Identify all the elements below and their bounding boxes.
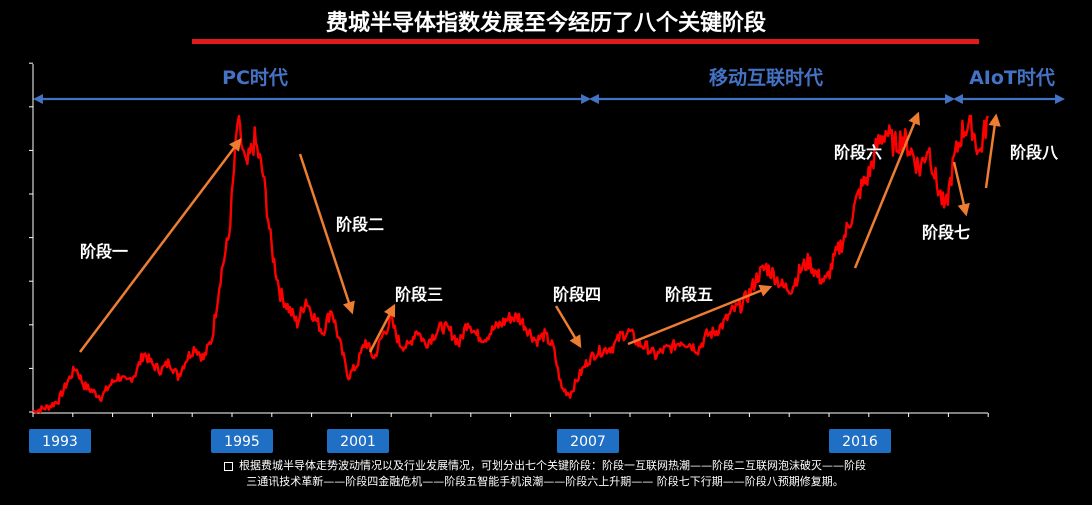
year-marker-2007: 2007	[557, 429, 619, 453]
year-marker-2007-label: 2007	[570, 434, 606, 450]
era-label-pc: PC时代	[222, 67, 288, 89]
footnote-line-2-text: 三通讯技术革新——阶段四金融危机——阶段五智能手机浪潮——阶段六上升期—— 阶段…	[246, 475, 844, 488]
phase-label-1: 阶段一	[80, 242, 128, 261]
phase-label-6: 阶段六	[834, 143, 882, 162]
title-underline	[192, 39, 979, 44]
phase-label-4: 阶段四	[553, 285, 601, 304]
year-marker-2001: 2001	[327, 429, 389, 453]
square-bullet-icon	[224, 461, 233, 471]
footnote: 根据费城半导体走势波动情况以及行业发展情况，可划分出七个关键阶段：阶段一互联网热…	[150, 458, 940, 490]
phase-arrow-6	[853, 111, 920, 269]
phase-arrow-5	[627, 284, 773, 346]
phase-label-2: 阶段二	[336, 215, 384, 234]
phase-arrow-7	[952, 161, 970, 217]
phase-arrow-3	[368, 303, 396, 353]
year-marker-1995-label: 1995	[224, 434, 260, 450]
phase-label-5: 阶段五	[665, 285, 713, 304]
phase-label-3: 阶段三	[395, 285, 443, 304]
y-axis-ticks	[29, 62, 33, 413]
year-marker-2016-label: 2016	[842, 434, 878, 450]
footnote-line-1-text: 根据费城半导体走势波动情况以及行业发展情况，可划分出七个关键阶段：阶段一互联网热…	[239, 459, 866, 472]
year-marker-2016: 2016	[829, 429, 891, 453]
chart-title: 费城半导体指数发展至今经历了八个关键阶段	[326, 10, 766, 36]
year-marker-1993: 1993	[29, 429, 91, 453]
phase-label-8: 阶段八	[1010, 143, 1059, 162]
phase-arrow-2	[298, 153, 355, 315]
x-axis-ticks	[32, 413, 989, 417]
phase-arrow-4	[554, 305, 582, 349]
footnote-line-1: 根据费城半导体走势波动情况以及行业发展情况，可划分出七个关键阶段：阶段一互联网热…	[150, 458, 940, 474]
series-line-sox-index	[32, 114, 990, 414]
year-marker-1995: 1995	[211, 429, 273, 453]
year-marker-1993-label: 1993	[42, 434, 78, 450]
era-label-mobile: 移动互联时代	[709, 66, 823, 89]
phase-label-7: 阶段七	[922, 223, 970, 242]
year-marker-2001-label: 2001	[340, 434, 376, 450]
phase-arrow-8	[984, 113, 1001, 189]
phase-arrow-1	[79, 138, 242, 353]
era-label-aiot: AIoT时代	[969, 67, 1055, 89]
